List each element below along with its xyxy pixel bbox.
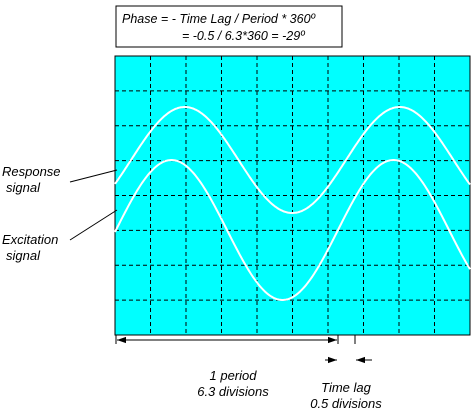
excitation-signal-wave [114,159,471,301]
formula-line-2: = -0.5 / 6.3*360 = -29º [182,29,306,43]
response-label-2: signal [6,180,41,195]
excitation-label: Excitation [2,232,58,247]
response-label: Response [2,164,61,179]
formula-box [115,5,343,48]
excitation-label-2: signal [6,248,41,263]
excitation-pointer-line [69,209,118,241]
response-signal-wave [114,106,471,214]
time-lag-divisions-label: 0.5 divisions [310,396,382,411]
response-pointer-line [69,169,118,183]
period-divisions-label: 6.3 divisions [197,384,269,399]
formula-line-1: Phase = - Time Lag / Period * 360º [122,12,317,26]
period-label: 1 period [210,368,258,383]
time-lag-label: Time lag [321,380,372,395]
